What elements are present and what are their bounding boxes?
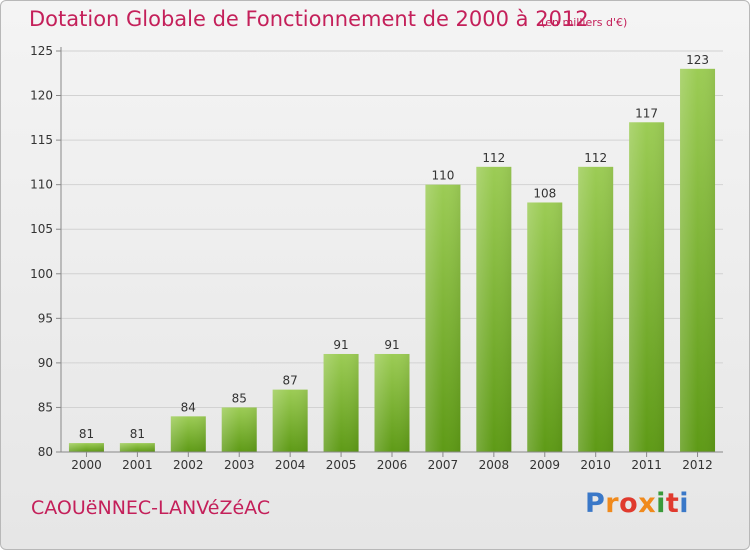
bar-sheen: [476, 166, 512, 452]
bar-sheen: [119, 443, 155, 452]
x-tick-label: 2010: [580, 458, 611, 472]
data-label: 123: [686, 53, 709, 67]
bar-sheen: [629, 122, 665, 453]
data-label: 108: [533, 186, 556, 200]
x-tick-label: 2005: [326, 458, 357, 472]
y-tick-label: 110: [30, 178, 53, 192]
x-tick-label: 2001: [122, 458, 153, 472]
bar-sheen: [68, 443, 104, 452]
x-tick-label: 2003: [224, 458, 255, 472]
bar-sheen: [170, 416, 206, 452]
data-label: 85: [232, 391, 247, 405]
logo-letter: i: [656, 488, 666, 519]
x-tick-label: 2012: [682, 458, 713, 472]
y-tick-label: 120: [30, 89, 53, 103]
data-labels: 81 81 84 85 87 91 91 110 112 108 112 117 123: [79, 53, 709, 441]
bar-sheen: [272, 389, 308, 452]
bar-sheen: [374, 353, 410, 452]
bar-sheen: [221, 407, 257, 452]
data-label: 81: [79, 427, 94, 441]
logo-letter: r: [605, 488, 620, 519]
x-tick-label: 2004: [275, 458, 306, 472]
x-tick-label: 2006: [377, 458, 408, 472]
logo-letter: t: [665, 488, 680, 519]
chart-title: Dotation Globale de Fonctionnement de 20…: [29, 7, 589, 31]
x-tick-label: 2011: [631, 458, 662, 472]
bar-sheen: [323, 353, 359, 452]
commune-name: CAOUëNNEC-LANVéZéAC: [31, 497, 271, 519]
data-label: 81: [130, 427, 145, 441]
y-tick-label: 90: [38, 356, 53, 370]
logo-letter: o: [619, 488, 639, 519]
unit-note: (en milliers d'€): [541, 16, 628, 29]
bars: [68, 68, 716, 453]
x-tick-label: 2002: [173, 458, 204, 472]
data-label: 87: [283, 374, 298, 388]
y-tick-label: 125: [30, 44, 53, 58]
x-tick-label: 2008: [479, 458, 510, 472]
y-tick-label: 100: [30, 267, 53, 281]
bar-sheen: [425, 184, 461, 452]
data-label: 112: [482, 151, 505, 165]
y-tick-label: 105: [30, 222, 53, 236]
y-tick-label: 80: [38, 445, 53, 459]
data-label: 91: [384, 338, 399, 352]
data-label: 110: [431, 169, 454, 183]
x-tick-label: 2000: [71, 458, 102, 472]
bar-sheen: [680, 68, 716, 453]
y-tick-label: 115: [30, 133, 53, 147]
data-label: 112: [584, 151, 607, 165]
bar-sheen: [527, 202, 563, 452]
bar-sheen: [578, 166, 614, 452]
data-label: 91: [333, 338, 348, 352]
y-tick-label: 85: [38, 400, 53, 414]
data-label: 117: [635, 106, 658, 120]
y-tick-label: 95: [38, 311, 53, 325]
proxiti-logo: Proxiti: [585, 488, 689, 519]
data-label: 84: [181, 400, 196, 414]
x-tick-label: 2009: [529, 458, 560, 472]
x-tick-label: 2007: [428, 458, 459, 472]
logo-letter: i: [679, 488, 690, 519]
logo-letter: x: [638, 488, 657, 519]
logo-letter: P: [585, 488, 606, 519]
axes: 80 85 90 95 100 105 110 115 120 125 2000 2001 2002 20…: [30, 44, 723, 472]
